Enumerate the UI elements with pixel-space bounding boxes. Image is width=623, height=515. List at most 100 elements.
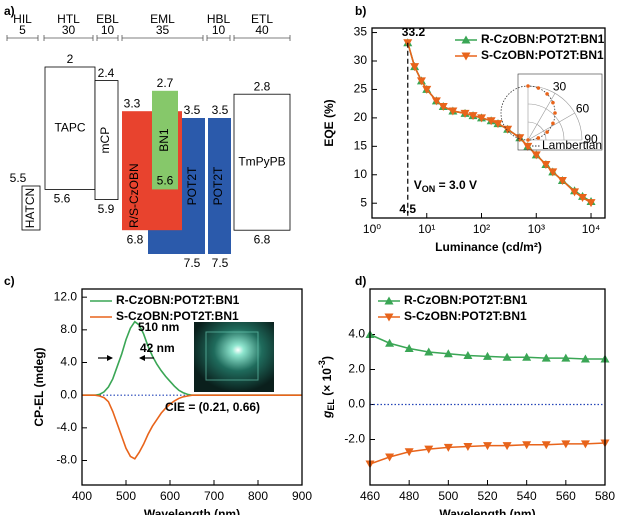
y-axis-label: EQE (%): [322, 99, 336, 146]
layer-name: POT2T: [211, 166, 225, 205]
y-tick-label: -2.0: [344, 432, 365, 446]
onset-value: 4.5: [399, 202, 416, 216]
data-point: [385, 338, 395, 347]
data-point: [557, 176, 567, 185]
label-part: V: [414, 178, 422, 192]
energy-level: [94, 80, 119, 200]
x-tick-label: 10²: [473, 222, 490, 236]
data-point: [463, 351, 473, 359]
data-point: [431, 97, 441, 106]
data-point: [580, 440, 590, 449]
lumo-label: 2: [67, 52, 74, 66]
layer-thickness: 30: [62, 23, 76, 37]
inset-point: [545, 92, 549, 96]
energy-level: [233, 93, 291, 231]
x-tick-label: 460: [360, 489, 380, 503]
lumo-label: 5.5: [10, 171, 27, 185]
homo-label: 5.9: [98, 202, 115, 216]
data-point: [523, 142, 533, 151]
data-point: [541, 353, 551, 362]
legend-label: R-CzOBN:POT2T:BN1: [481, 32, 605, 46]
layer-thickness: 10: [212, 23, 226, 37]
legend-label: S-CzOBN:POT2T:BN1: [481, 48, 604, 62]
data-point: [468, 112, 478, 121]
x-tick-label: 10¹: [418, 222, 435, 236]
series-line: [82, 394, 302, 460]
legend-label: R-CzOBN:POT2T:BN1: [404, 293, 528, 307]
annotation: 510 nm: [138, 320, 179, 334]
y-tick-label: -8.0: [56, 453, 77, 467]
x-tick-label: 540: [517, 489, 537, 503]
series-line: [407, 42, 592, 204]
y-tick-label: 10: [354, 167, 368, 181]
panel-label: b): [355, 4, 366, 18]
y-tick-label: 12.0: [54, 289, 78, 303]
data-point: [404, 448, 414, 457]
homo-label: 5.6: [54, 192, 71, 206]
x-tick-label: 10⁴: [582, 222, 601, 236]
label-part: (× 10: [320, 368, 334, 399]
y-tick-label: 2.0: [348, 362, 365, 376]
y-axis-label: gEL (× 10-3): [317, 356, 336, 419]
lumo-label: 3.3: [124, 96, 141, 110]
data-point: [486, 117, 496, 126]
y-tick-label: 15: [354, 138, 368, 152]
y-tick-label: 30: [354, 53, 368, 67]
layer-group: ETL: [251, 12, 273, 26]
legend-marker: [384, 296, 394, 305]
homo-label: 5.6: [157, 174, 174, 188]
data-point: [561, 440, 571, 449]
data-point: [385, 453, 395, 462]
x-tick-label: 500: [438, 489, 458, 503]
data-point: [515, 134, 525, 143]
x-tick-label: 10³: [528, 222, 545, 236]
homo-label: 6.8: [254, 232, 271, 246]
energy-level: [21, 185, 41, 231]
inset-point: [536, 136, 541, 140]
data-point: [422, 85, 432, 94]
lumo-label: 2.8: [254, 79, 271, 93]
data-point: [580, 354, 590, 363]
data-point: [424, 347, 434, 356]
data-point: [548, 168, 558, 177]
x-tick-label: 580: [595, 489, 615, 503]
y-tick-label: 25: [354, 82, 368, 96]
x-axis-label: Wavelength (nm): [439, 507, 535, 515]
x-tick-label: 560: [556, 489, 576, 503]
legend-marker: [384, 313, 394, 322]
data-point: [483, 442, 492, 451]
data-point: [477, 114, 487, 123]
data-point: [522, 441, 532, 450]
data-point: [531, 151, 541, 160]
inset-legend: Lambertian: [542, 138, 602, 152]
data-point: [438, 103, 448, 112]
lumo-label: 3.5: [184, 103, 201, 117]
data-point: [586, 199, 596, 208]
data-point: [541, 161, 551, 170]
annotation: CIE = (0.21, 0.66): [165, 400, 260, 414]
data-point: [424, 445, 434, 454]
inset-point: [553, 111, 557, 115]
data-point: [561, 353, 571, 362]
y-tick-label: 4.0: [60, 355, 77, 369]
layer-name: POT2T: [185, 166, 199, 205]
x-axis-label: Wavelength (nm): [144, 507, 240, 515]
panel-label: c): [4, 274, 15, 288]
x-tick-label: 800: [248, 489, 268, 503]
layer-group: EBL: [96, 12, 119, 26]
data-point: [416, 77, 426, 86]
legend-label: R-CzOBN:POT2T:BN1: [116, 293, 240, 307]
label-part: = 3.0 V: [435, 178, 477, 192]
inset-point: [526, 138, 530, 142]
layer-name: R/S-CzOBN: [127, 163, 141, 228]
layer-name: HATCN: [23, 188, 37, 228]
layer-group: HTL: [57, 12, 80, 26]
label-part: g: [320, 410, 334, 419]
label-part: -3: [317, 360, 327, 368]
energy-level: [44, 66, 96, 190]
polar-tick-label: 60: [576, 102, 590, 116]
plot-frame: [81, 288, 303, 486]
layer-group: EML: [150, 12, 175, 26]
polar-ray: [527, 112, 575, 141]
